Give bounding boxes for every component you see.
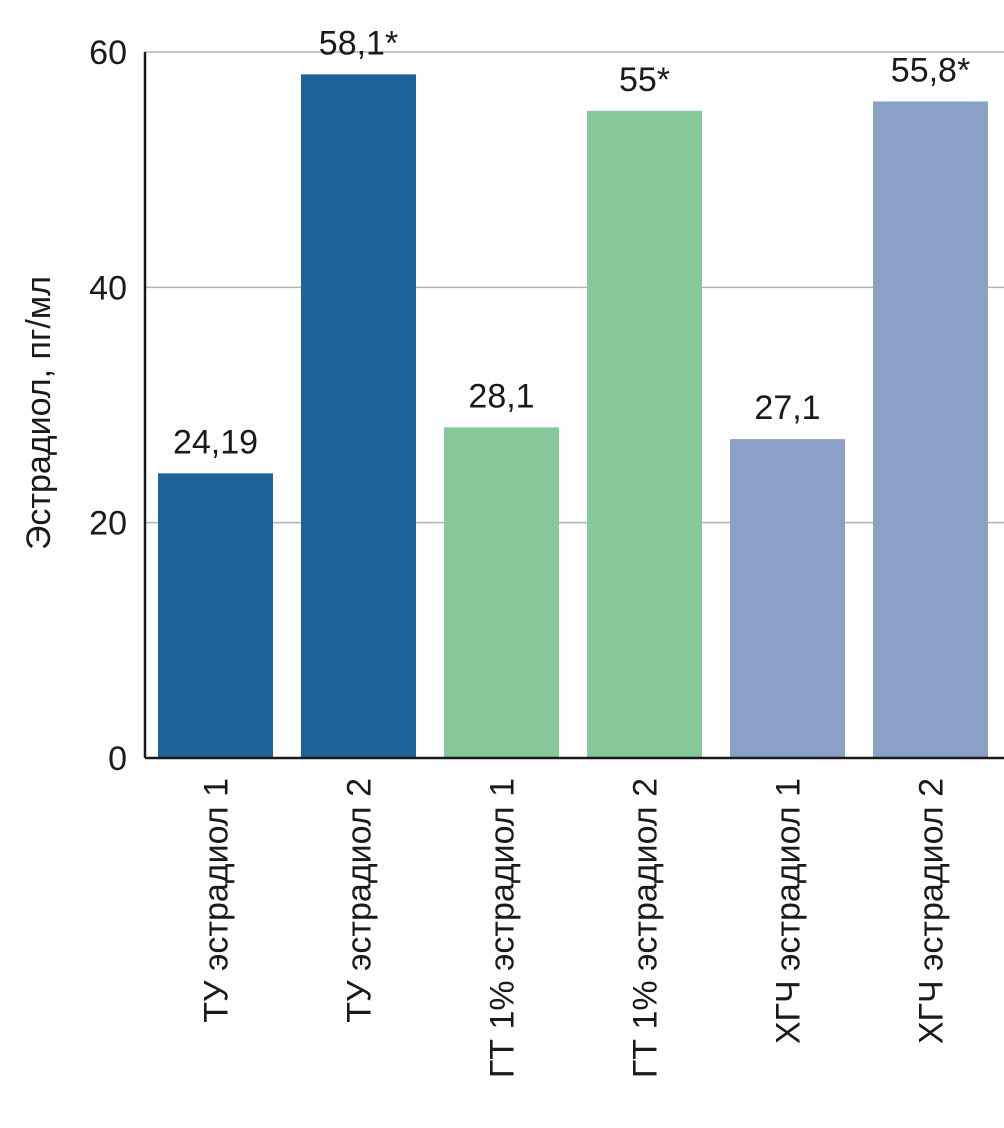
category-label: ГТ 1% эстрадиол 2	[627, 778, 665, 1078]
bar	[587, 110, 702, 759]
data-labels: 24,19 58,1* 28,1 55* 27,1 55,8*	[173, 24, 970, 461]
data-label: 28,1	[468, 377, 534, 415]
data-label: 55,8*	[891, 51, 970, 89]
bar	[158, 473, 273, 758]
y-axis-title: Эстрадиол, пг/мл	[20, 276, 58, 550]
category-label: ХГЧ эстрадиол 2	[913, 778, 951, 1044]
data-label: 58,1*	[319, 24, 398, 62]
y-tick-labels: 0 20 40 60	[89, 34, 127, 778]
axes	[143, 52, 1004, 760]
bar	[730, 439, 845, 758]
data-label: 24,19	[173, 423, 258, 461]
bar	[873, 101, 988, 759]
y-tick-label: 40	[89, 269, 127, 307]
gridlines	[145, 51, 1004, 524]
category-label: ГТ 1% эстрадиол 1	[484, 778, 522, 1078]
bars	[158, 74, 988, 759]
bar	[444, 427, 559, 758]
category-label: ТУ эстрадиол 1	[198, 778, 236, 1023]
category-label: ТУ эстрадиол 2	[341, 778, 379, 1023]
y-tick-label: 20	[89, 505, 127, 543]
y-tick-label: 60	[89, 34, 127, 72]
data-label: 27,1	[754, 389, 820, 427]
data-label: 55*	[619, 61, 670, 99]
y-tick-label: 0	[108, 740, 127, 778]
bar	[301, 74, 416, 758]
category-labels: ТУ эстрадиол 1 ТУ эстрадиол 2 ГТ 1% эстрад…	[198, 778, 951, 1078]
category-label: ХГЧ эстрадиол 1	[770, 778, 808, 1044]
